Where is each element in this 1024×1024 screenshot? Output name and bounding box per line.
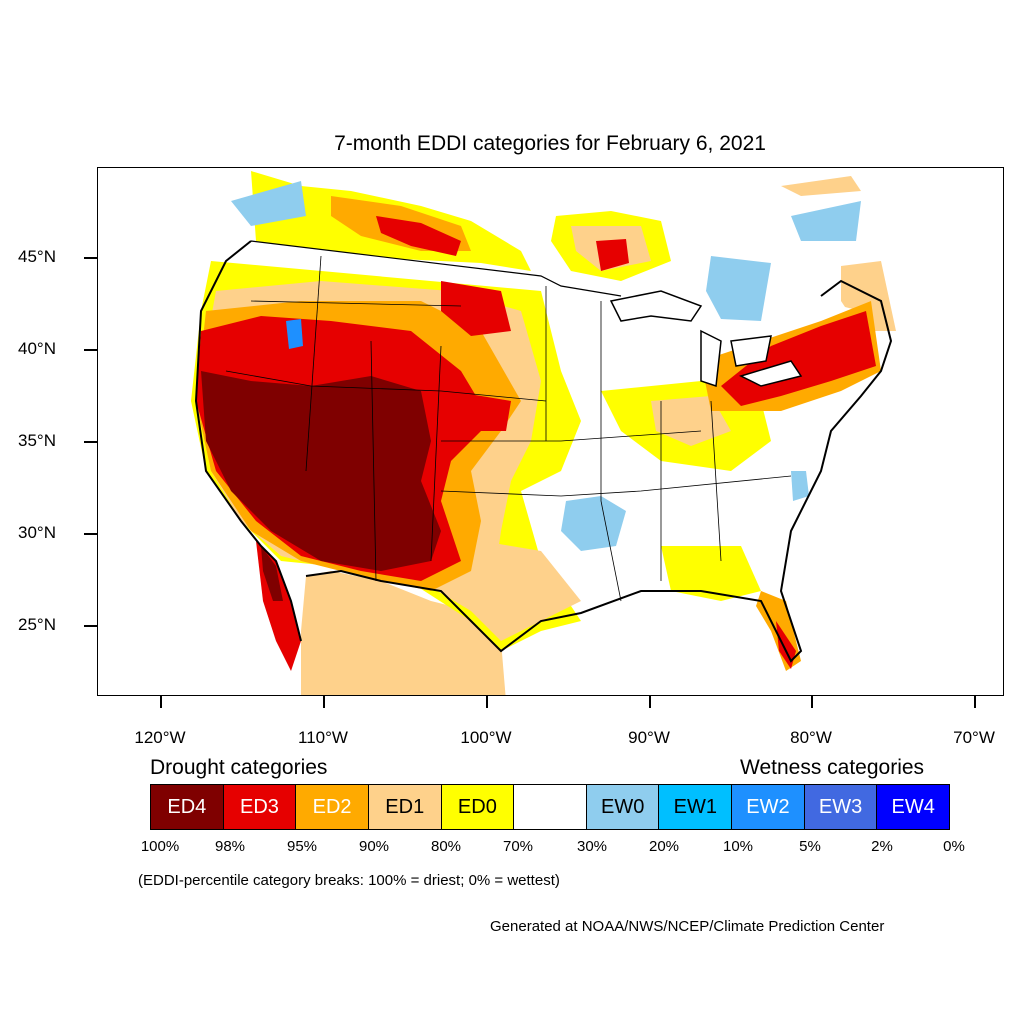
lat-tick-45	[84, 257, 97, 259]
canada-central-ed3	[596, 239, 629, 271]
southeast-ed0	[661, 546, 761, 601]
plains-ed3	[451, 391, 511, 431]
gulf-wet	[561, 496, 626, 551]
legend-box-ew1: EW1	[659, 785, 733, 829]
legend-box-ew3: EW3	[804, 785, 878, 829]
legend-box-neutral	[514, 785, 587, 829]
canada-east-region	[781, 176, 861, 196]
lon-label-70: 70°W	[953, 728, 995, 747]
break-label-10: 10%	[722, 838, 754, 855]
west-ed4	[201, 371, 441, 571]
legend-label-ew2: EW2	[746, 795, 790, 818]
lon-tick-100	[486, 696, 488, 708]
lon-label-120: 120°W	[134, 728, 186, 747]
florida-ed3	[776, 621, 796, 669]
break-label-5: 5%	[799, 838, 821, 855]
canada-west-ed3	[376, 216, 461, 256]
break-label-95: 95%	[286, 838, 318, 855]
wetness-heading: Wetness categories	[740, 756, 925, 779]
break-label-2: 2%	[871, 838, 893, 855]
break-label-90: 90%	[358, 838, 390, 855]
northcentral-ed3	[441, 281, 511, 336]
lat-label-45: 45°N	[18, 247, 56, 266]
category-note: (EDDI-percentile category breaks: 100% =…	[138, 872, 560, 889]
lon-label-90: 90°W	[628, 728, 670, 747]
lat-label-40: 40°N	[18, 339, 56, 358]
legend-box-ew0: EW0	[586, 785, 660, 829]
legend-box-ed1: ED1	[368, 785, 442, 829]
legend-label-ed4: ED4	[167, 795, 207, 818]
break-label-30: 30%	[576, 838, 608, 855]
lat-label-35: 35°N	[18, 431, 56, 450]
lat-tick-25	[84, 625, 97, 627]
pacificnw-wet	[231, 181, 306, 226]
carolina-wet	[791, 471, 809, 501]
map-area	[97, 167, 1004, 696]
map-title: 7-month EDDI categories for February 6, …	[334, 132, 766, 155]
state-lines	[225, 255, 792, 602]
legend-box-ed3: ED3	[223, 785, 297, 829]
break-label-70: 70%	[502, 838, 534, 855]
lat-label-30: 30°N	[18, 523, 56, 542]
legend-label-ed3: ED3	[240, 795, 279, 818]
lon-label-80: 80°W	[790, 728, 832, 747]
lat-tick-30	[84, 533, 97, 535]
break-label-80: 80%	[430, 838, 462, 855]
northwest-wet	[286, 319, 303, 349]
lon-label-100: 100°W	[460, 728, 512, 747]
texas-ed1	[471, 541, 581, 641]
us-canada-border	[250, 240, 622, 297]
lon-tick-70	[974, 696, 976, 708]
eddi-map	[191, 171, 896, 695]
lon-tick-90	[649, 696, 651, 708]
category-legend: ED4 ED3 ED2 ED1 ED0 EW0 EW1 EW2 EW3 EW4	[150, 784, 950, 830]
great-lakes	[609, 290, 803, 388]
credit-text: Generated at NOAA/NWS/NCEP/Climate Predi…	[490, 918, 885, 935]
lat-tick-40	[84, 349, 97, 351]
legend-label-ew0: EW0	[600, 795, 645, 818]
break-label-0: 0%	[943, 838, 965, 855]
coastline	[194, 240, 893, 663]
break-label-100: 100%	[140, 838, 180, 855]
baja-ed4	[261, 546, 283, 601]
lon-tick-120	[160, 696, 162, 708]
legend-label-ew1: EW1	[673, 795, 717, 818]
canada-east-wet	[791, 201, 861, 241]
legend-label-ew3: EW3	[818, 795, 863, 818]
lat-label-25: 25°N	[18, 615, 56, 634]
break-label-98: 98%	[214, 838, 246, 855]
lon-tick-80	[811, 696, 813, 708]
legend-label-ed1: ED1	[385, 795, 425, 818]
mexico-region	[301, 571, 506, 695]
legend-label-ed2: ED2	[312, 795, 352, 818]
drought-heading: Drought categories	[150, 756, 328, 779]
canada-wet-region	[706, 256, 771, 321]
legend-label-ed0: ED0	[457, 795, 497, 818]
legend-box-ew4: EW4	[877, 785, 950, 829]
break-label-20: 20%	[648, 838, 680, 855]
legend-box-ed4: ED4	[151, 785, 224, 829]
lat-tick-35	[84, 441, 97, 443]
lon-label-110: 110°W	[298, 728, 348, 747]
legend-box-ed0: ED0	[441, 785, 515, 829]
legend-box-ew2: EW2	[732, 785, 805, 829]
legend-label-ew4: EW4	[891, 795, 935, 818]
lon-tick-110	[323, 696, 325, 708]
legend-box-ed2: ED2	[296, 785, 369, 829]
